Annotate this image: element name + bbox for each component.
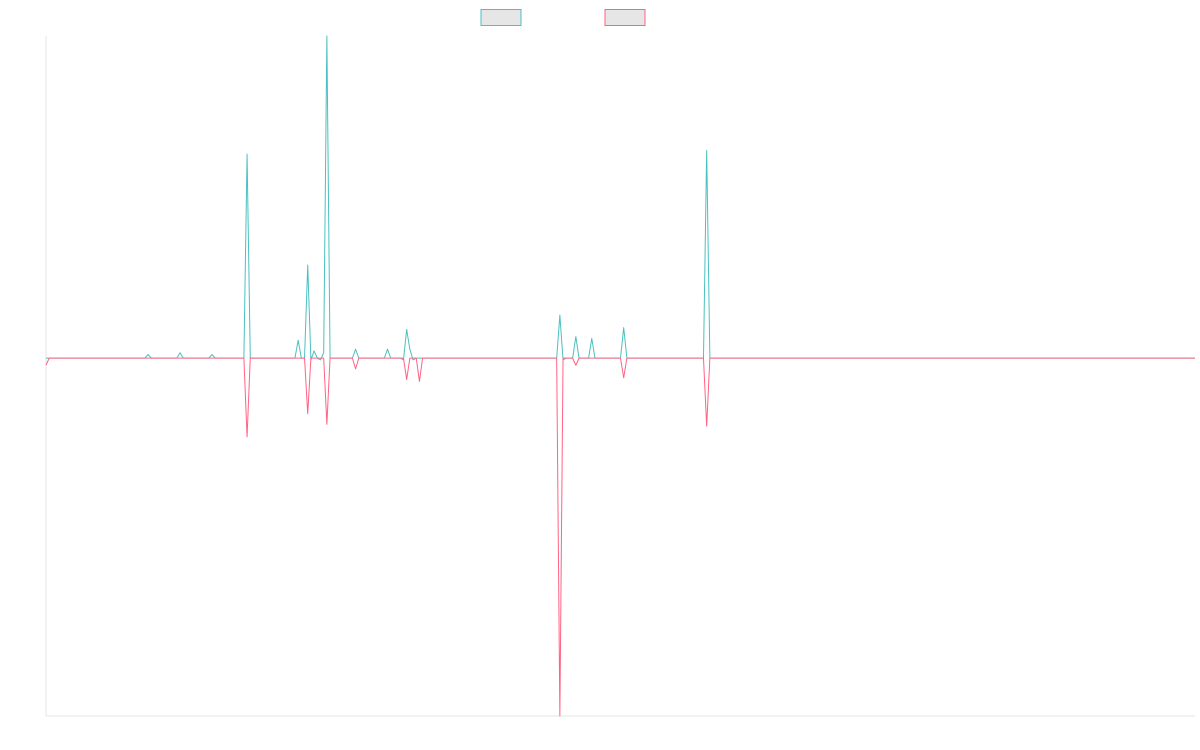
series-2-point-5 xyxy=(355,368,356,369)
series-1-point-9 xyxy=(326,36,327,37)
series-1-point-3 xyxy=(211,354,212,355)
series-2-point-11 xyxy=(706,426,707,427)
series-1-point-8 xyxy=(323,352,324,353)
series-1-point-14 xyxy=(559,315,560,316)
series-1-point-12 xyxy=(406,329,407,330)
series-2-point-10 xyxy=(623,377,624,378)
series-1-point-16 xyxy=(591,338,592,339)
series-1-point-5 xyxy=(298,340,299,341)
series-line-2 xyxy=(45,357,1195,717)
series-2-point-8 xyxy=(559,716,560,717)
series-layer xyxy=(45,35,1195,717)
legend-swatch-1[interactable] xyxy=(480,9,522,26)
series-2-point-7 xyxy=(419,381,420,382)
series-2-point-3 xyxy=(307,413,308,414)
series-line-1 xyxy=(46,35,1195,361)
series-1-point-18 xyxy=(706,150,707,151)
legend xyxy=(480,9,646,26)
series-1-point-17 xyxy=(623,327,624,328)
series-1-point-1 xyxy=(148,354,149,355)
series-1-point-15 xyxy=(575,336,576,337)
series-2-point-4 xyxy=(326,424,327,425)
series-1-point-2 xyxy=(180,352,181,353)
series-1-point-6 xyxy=(307,265,308,266)
series-2-point-9 xyxy=(575,365,576,366)
series-2-point-2 xyxy=(247,436,248,437)
series-1-point-11 xyxy=(387,349,388,350)
series-1-point-10 xyxy=(355,349,356,350)
series-2-point-1 xyxy=(46,365,47,366)
series-1-point-13 xyxy=(409,349,410,350)
axes xyxy=(45,36,1195,717)
series-1-point-4 xyxy=(247,154,248,155)
legend-swatch-2[interactable] xyxy=(604,9,646,26)
series-2-point-6 xyxy=(406,379,407,380)
series-1-point-7 xyxy=(314,350,315,351)
